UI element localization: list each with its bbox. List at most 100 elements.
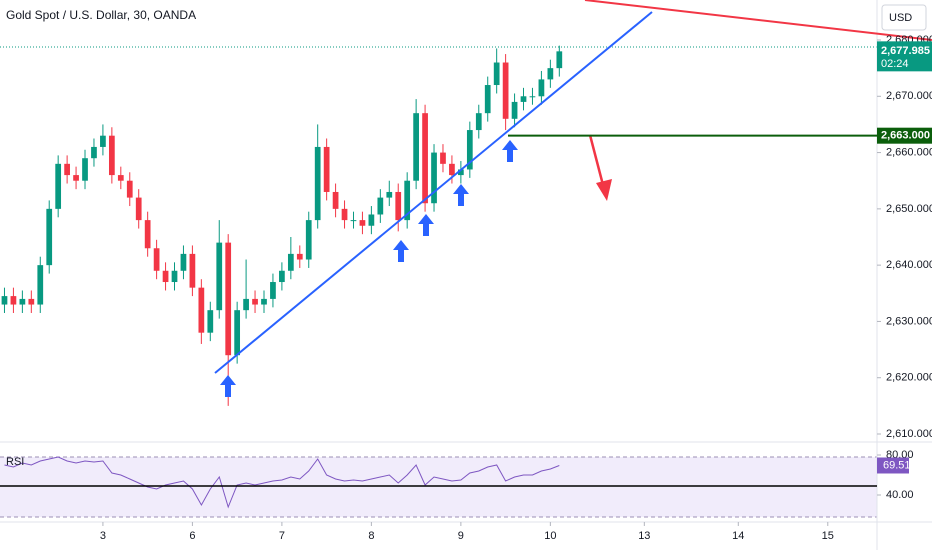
candle-body [207,310,214,333]
candle-body [520,96,527,102]
candle-body [261,298,267,305]
candle-body [538,79,545,97]
y-tick-label: 2,610.000 [886,428,932,440]
y-tick-label: 2,620.000 [886,372,932,384]
candle-body [171,270,178,283]
candle-body [404,180,411,221]
candle-body [198,287,205,333]
candles [1,45,563,406]
x-tick-label: 13 [638,530,650,542]
candle-body [252,298,258,305]
candle-body [144,220,151,249]
candle-body [37,265,44,305]
currency[interactable]: USD [889,12,912,24]
candle-body [440,152,446,164]
candle-body [100,135,106,147]
candle-body [466,130,473,170]
x-tick-label: 3 [100,530,106,542]
candle-body [234,310,241,356]
countdown: 02:24 [881,58,909,70]
candle-body [413,113,419,181]
candle-body [350,220,357,222]
candle-body [449,163,455,176]
candle-body [19,298,26,305]
candle-body [279,270,285,283]
y-tick-label: 2,650.000 [886,203,932,215]
rsi-tick-label: 40.00 [886,489,914,501]
candle-body [359,220,366,226]
candle-body [386,191,393,198]
resistance-line [584,0,932,41]
last-price-label: 2,677.985 [881,45,930,57]
candle-body [511,101,518,119]
candle-body [46,208,53,266]
candle-body [180,253,187,271]
rsi-pane [4,456,560,509]
candle-body [314,146,321,221]
candle-body [153,248,160,271]
x-tick-label: 8 [368,530,374,542]
candle-body [82,158,88,181]
candle-body [305,220,312,260]
candle-body [28,298,35,305]
candle-body [216,242,223,311]
candle-body [287,253,294,271]
candle-body [431,152,437,204]
rsi-band [0,457,877,517]
y-tick-label: 2,670.000 [886,90,932,102]
candle-body [162,270,169,283]
candle-body [1,296,8,305]
candle-body [493,62,500,86]
y-tick-label: 2,640.000 [886,259,932,271]
rsi-value-label: 69.51 [883,459,911,471]
rsi-label: RSI [6,456,24,468]
candle-body [502,62,509,119]
candle-body [422,113,428,204]
candle-body [458,169,464,176]
x-tick-label: 6 [189,530,195,542]
x-tick-label: 10 [544,530,556,542]
y-tick-label: 2,630.000 [886,315,932,327]
candle-body [323,146,330,192]
candle-body [475,113,482,131]
x-tick-label: 14 [732,530,744,542]
candle-body [547,68,554,80]
x-tick-label: 7 [279,530,285,542]
last-price-tag [877,41,932,72]
x-tick-label: 15 [822,530,834,542]
candle-body [135,197,142,221]
candle-body [55,163,62,209]
chart-title: Gold Spot / U.S. Dollar, 30, OANDA [6,8,196,22]
down-arrow [588,134,612,201]
candle-body [296,253,303,260]
candle-body [126,180,133,198]
candle-body [10,296,17,305]
candle-body [64,163,70,176]
rsi-tag [877,457,909,474]
level-tag [877,127,932,144]
candle-body [73,175,79,181]
candle-body [377,197,384,215]
candle-body [332,191,339,209]
candle-body [341,208,348,221]
y-tick-label: 2,660.000 [886,146,932,158]
candle-body [91,146,97,159]
currency-box[interactable] [881,4,927,31]
rsi-line [4,456,560,509]
candle-body [108,135,115,176]
candle-body [189,253,196,288]
trendline [214,11,653,374]
candle-body [368,214,375,226]
level-label: 2,663.000 [881,130,930,142]
candle-body [484,85,491,114]
candle-body [225,242,232,356]
candle-body [556,51,563,69]
candle-body [529,96,536,98]
candle-body [270,282,276,299]
bounce-arrows [220,140,518,397]
candle-body [395,191,402,221]
x-tick-label: 9 [458,530,464,542]
candle-body [117,175,124,181]
candle-body [243,298,249,311]
